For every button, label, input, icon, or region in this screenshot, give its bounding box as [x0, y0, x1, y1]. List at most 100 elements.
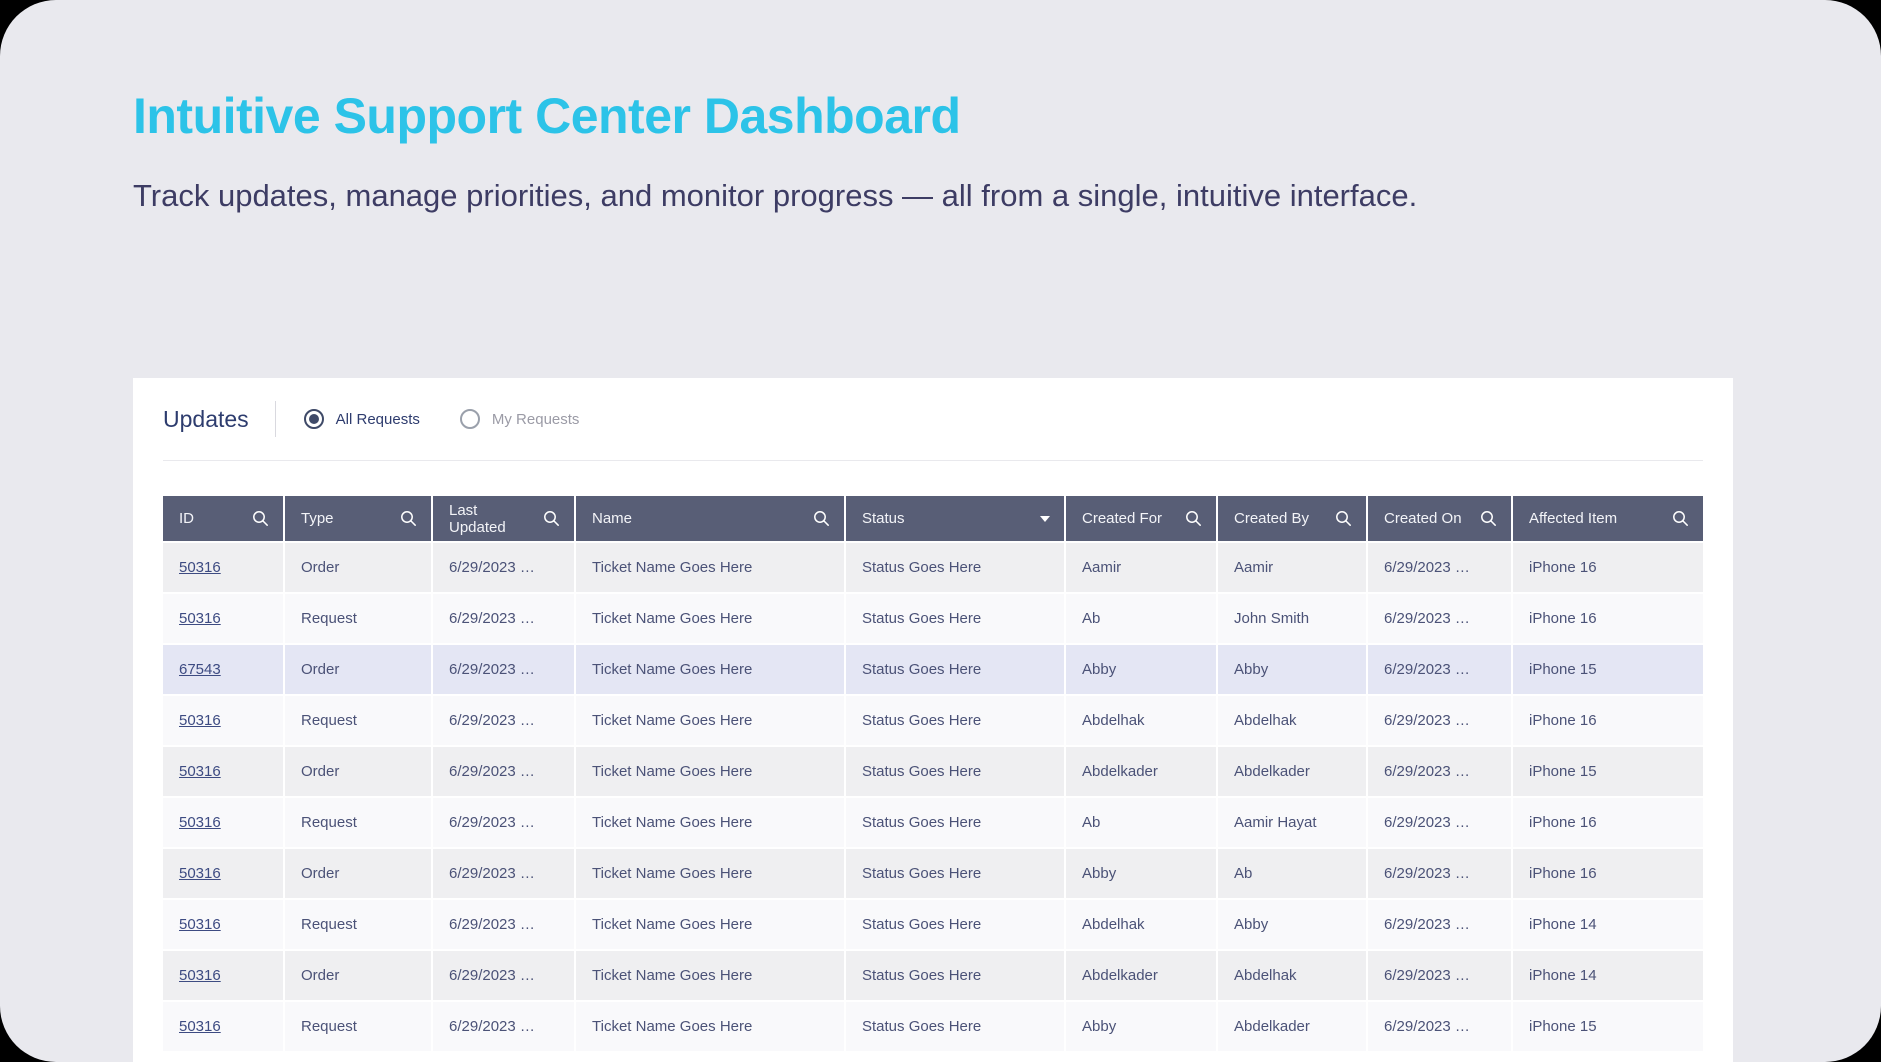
cell-status: Status Goes Here: [844, 747, 1064, 796]
cell-status: Status Goes Here: [844, 849, 1064, 898]
ticket-id-link[interactable]: 50316: [179, 967, 221, 984]
page-subtitle: Track updates, manage priorities, and mo…: [133, 177, 1418, 213]
cell-id: 50316: [163, 900, 283, 949]
cell-created-by: Ab: [1216, 849, 1366, 898]
cell-last-updated: 6/29/2023 …: [431, 543, 574, 592]
cell-type: Order: [283, 543, 431, 592]
cell-created-by: Aamir Hayat: [1216, 798, 1366, 847]
cell-created-by: John Smith: [1216, 594, 1366, 643]
cell-created-for: Abby: [1064, 645, 1216, 694]
column-header-created-on[interactable]: Created On: [1366, 496, 1511, 541]
cell-created-on: 6/29/2023 …: [1366, 951, 1511, 1000]
radio-all-requests[interactable]: All Requests: [303, 409, 420, 429]
cell-type: Request: [283, 594, 431, 643]
search-icon[interactable]: [1480, 510, 1497, 527]
cell-created-for: Abdelkader: [1064, 747, 1216, 796]
column-label: Created By: [1234, 510, 1310, 527]
radio-my-requests[interactable]: My Requests: [459, 409, 579, 429]
cell-affected-item: iPhone 15: [1511, 747, 1703, 796]
cell-created-for: Ab: [1064, 594, 1216, 643]
cell-status: Status Goes Here: [844, 798, 1064, 847]
radio-unselected-icon[interactable]: [459, 409, 480, 429]
cell-affected-item: iPhone 16: [1511, 696, 1703, 745]
cell-affected-item: iPhone 15: [1511, 645, 1703, 694]
table-row[interactable]: 50316 Order 6/29/2023 … Ticket Name Goes He…: [163, 849, 1703, 898]
ticket-id-link[interactable]: 50316: [179, 610, 221, 627]
cell-created-by: Abdelhak: [1216, 951, 1366, 1000]
table-body: 50316 Order 6/29/2023 … Ticket Name Goes He…: [163, 543, 1703, 1051]
cell-affected-item: iPhone 15: [1511, 1002, 1703, 1051]
cell-created-for: Abby: [1064, 849, 1216, 898]
caret-down-icon[interactable]: [1040, 515, 1050, 522]
column-header-type[interactable]: Type: [283, 496, 431, 541]
search-icon[interactable]: [543, 510, 560, 527]
cell-last-updated: 6/29/2023 …: [431, 849, 574, 898]
cell-type: Request: [283, 798, 431, 847]
cell-id: 50316: [163, 747, 283, 796]
page-header: Intuitive Support Center Dashboard Track…: [0, 0, 1881, 221]
table-header-row: ID Type Last Updated Name Status Created For C…: [163, 496, 1703, 541]
search-icon[interactable]: [1672, 510, 1689, 527]
ticket-id-link[interactable]: 50316: [179, 814, 221, 831]
table-row[interactable]: 50316 Request 6/29/2023 … Ticket Name Goes …: [163, 696, 1703, 745]
table-row[interactable]: 50316 Order 6/29/2023 … Ticket Name Goes He…: [163, 543, 1703, 592]
column-header-status[interactable]: Status: [844, 496, 1064, 541]
cell-id: 50316: [163, 696, 283, 745]
search-icon[interactable]: [813, 510, 830, 527]
cell-created-for: Abdelhak: [1064, 696, 1216, 745]
cell-name: Ticket Name Goes Here: [574, 645, 844, 694]
ticket-id-link[interactable]: 50316: [179, 1018, 221, 1035]
column-header-name[interactable]: Name: [574, 496, 844, 541]
table-row[interactable]: 50316 Request 6/29/2023 … Ticket Name Goes …: [163, 594, 1703, 643]
search-icon[interactable]: [1335, 510, 1352, 527]
ticket-id-link[interactable]: 50316: [179, 763, 221, 780]
radio-selected-icon[interactable]: [303, 409, 324, 429]
horizontal-divider: [163, 460, 1703, 461]
cell-created-on: 6/29/2023 …: [1366, 747, 1511, 796]
page-title: Intuitive Support Center Dashboard: [133, 88, 961, 144]
column-header-last-updated[interactable]: Last Updated: [431, 496, 574, 541]
search-icon[interactable]: [400, 510, 417, 527]
ticket-id-link[interactable]: 50316: [179, 916, 221, 933]
column-label: Created On: [1384, 510, 1462, 527]
cell-name: Ticket Name Goes Here: [574, 798, 844, 847]
table-row[interactable]: 50316 Order 6/29/2023 … Ticket Name Goes He…: [163, 747, 1703, 796]
cell-affected-item: iPhone 16: [1511, 543, 1703, 592]
cell-type: Request: [283, 900, 431, 949]
cell-name: Ticket Name Goes Here: [574, 543, 844, 592]
ticket-id-link[interactable]: 67543: [179, 661, 221, 678]
cell-type: Request: [283, 696, 431, 745]
cell-id: 50316: [163, 594, 283, 643]
cell-type: Order: [283, 849, 431, 898]
cell-id: 50316: [163, 543, 283, 592]
cell-created-for: Abdelkader: [1064, 951, 1216, 1000]
column-header-id[interactable]: ID: [163, 496, 283, 541]
search-icon[interactable]: [1185, 510, 1202, 527]
cell-status: Status Goes Here: [844, 1002, 1064, 1051]
column-header-affected-item[interactable]: Affected Item: [1511, 496, 1703, 541]
table-row[interactable]: 50316 Request 6/29/2023 … Ticket Name Goes …: [163, 900, 1703, 949]
cell-status: Status Goes Here: [844, 900, 1064, 949]
cell-id: 50316: [163, 1002, 283, 1051]
table-row[interactable]: 50316 Order 6/29/2023 … Ticket Name Goes He…: [163, 951, 1703, 1000]
cell-last-updated: 6/29/2023 …: [431, 798, 574, 847]
search-icon[interactable]: [252, 510, 269, 527]
cell-created-by: Abdelhak: [1216, 696, 1366, 745]
vertical-divider: [274, 401, 276, 437]
column-header-created-for[interactable]: Created For: [1064, 496, 1216, 541]
table-row[interactable]: 50316 Request 6/29/2023 … Ticket Name Goes …: [163, 798, 1703, 847]
column-label: ID: [179, 510, 194, 527]
cell-created-for: Aamir: [1064, 543, 1216, 592]
cell-created-by: Abby: [1216, 900, 1366, 949]
ticket-id-link[interactable]: 50316: [179, 865, 221, 882]
ticket-id-link[interactable]: 50316: [179, 712, 221, 729]
table-row[interactable]: 50316 Request 6/29/2023 … Ticket Name Goes …: [163, 1002, 1703, 1051]
column-header-created-by[interactable]: Created By: [1216, 496, 1366, 541]
cell-last-updated: 6/29/2023 …: [431, 900, 574, 949]
table-row[interactable]: 67543 Order 6/29/2023 … Ticket Name Goes He…: [163, 645, 1703, 694]
cell-created-by: Aamir: [1216, 543, 1366, 592]
column-label: Type: [301, 510, 334, 527]
column-label: Name: [592, 510, 633, 527]
ticket-id-link[interactable]: 50316: [179, 559, 221, 576]
